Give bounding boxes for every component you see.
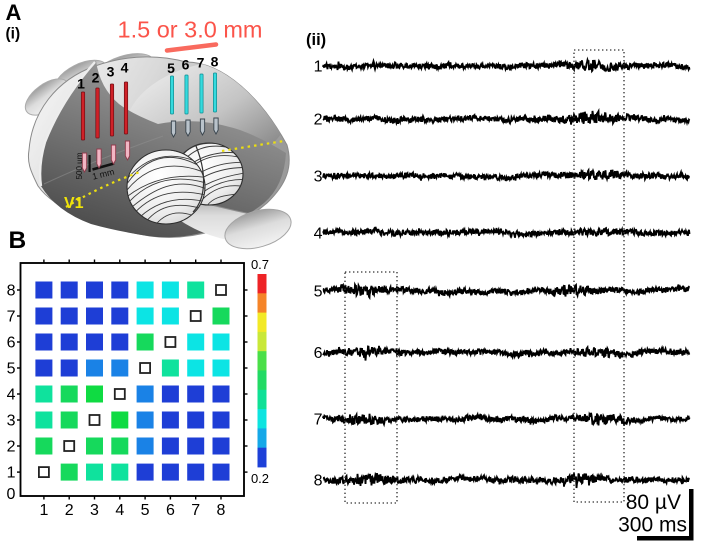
svg-text:6: 6: [182, 57, 190, 73]
svg-text:B: B: [9, 227, 27, 254]
svg-text:4: 4: [115, 502, 124, 519]
svg-text:8: 8: [7, 283, 16, 300]
svg-text:5: 5: [141, 502, 150, 519]
svg-text:0.2: 0.2: [251, 471, 269, 486]
svg-text:8: 8: [217, 502, 226, 519]
svg-text:3: 3: [90, 502, 99, 519]
svg-text:6: 6: [314, 345, 323, 362]
svg-text:2: 2: [65, 502, 74, 519]
svg-text:5: 5: [167, 60, 175, 76]
svg-text:2: 2: [7, 439, 16, 456]
svg-text:7: 7: [191, 502, 200, 519]
svg-text:A: A: [6, 0, 22, 25]
svg-text:2: 2: [314, 112, 323, 129]
svg-text:3: 3: [7, 413, 16, 430]
svg-text:300 ms: 300 ms: [618, 514, 687, 537]
svg-text:4: 4: [314, 225, 323, 242]
svg-text:1: 1: [7, 465, 16, 482]
svg-text:1: 1: [314, 59, 323, 76]
svg-text:8: 8: [314, 473, 323, 490]
svg-text:1: 1: [77, 76, 85, 92]
svg-text:4: 4: [7, 387, 16, 404]
svg-text:(ii): (ii): [306, 31, 326, 49]
svg-text:5: 5: [314, 284, 323, 301]
svg-text:80 µV: 80 µV: [626, 491, 681, 514]
svg-text:V1: V1: [64, 195, 84, 212]
svg-text:3: 3: [314, 169, 323, 186]
svg-text:8: 8: [211, 54, 219, 70]
svg-text:0: 0: [7, 486, 16, 503]
svg-text:4: 4: [121, 60, 129, 76]
svg-text:7: 7: [314, 411, 323, 428]
svg-text:1.5 or 3.0 mm: 1.5 or 3.0 mm: [118, 17, 263, 43]
svg-text:2: 2: [92, 70, 100, 86]
svg-text:3: 3: [107, 64, 115, 80]
svg-text:0.7: 0.7: [251, 257, 269, 272]
svg-text:6: 6: [7, 335, 16, 352]
svg-text:1: 1: [39, 502, 48, 519]
svg-text:7: 7: [7, 309, 16, 326]
svg-text:500 µm: 500 µm: [75, 152, 84, 179]
svg-text:7: 7: [197, 55, 205, 71]
svg-text:6: 6: [166, 502, 175, 519]
svg-text:5: 5: [7, 361, 16, 378]
svg-text:(i): (i): [6, 26, 21, 43]
